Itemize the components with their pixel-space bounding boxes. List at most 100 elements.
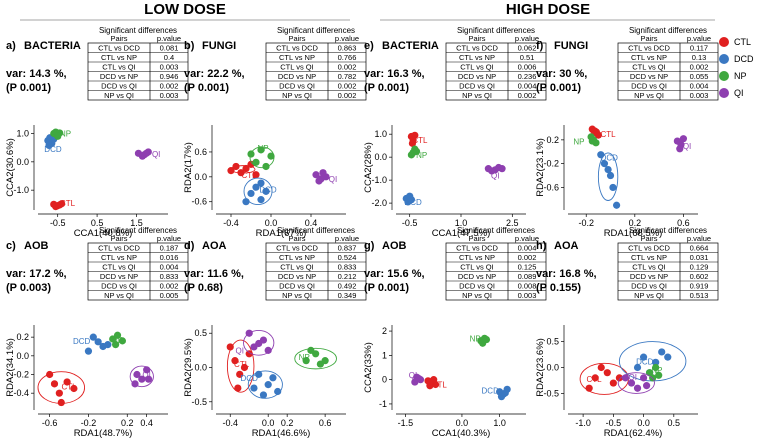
panel-letter: a) xyxy=(6,40,16,52)
table-cell-pair: NP vs QI xyxy=(462,91,492,100)
point-np xyxy=(54,132,62,140)
table-cell-pvalue: 0.002 xyxy=(690,62,709,71)
point-ctl xyxy=(55,389,63,397)
table-col-pairs: Pairs xyxy=(640,34,657,43)
table-cell-pair: NP vs QI xyxy=(282,91,312,100)
point-dcd xyxy=(606,171,615,180)
table-cell-pair: DCD vs NP xyxy=(630,72,668,81)
table-cell-pair: CTL vs DCD xyxy=(456,243,498,252)
point-ctl xyxy=(591,374,599,382)
ellipse-qi xyxy=(617,372,655,394)
y-tick-label: 1 xyxy=(382,350,387,360)
table-cell-pvalue: 0.004 xyxy=(690,81,709,90)
table-cell-pair: CTL vs QI xyxy=(280,262,313,271)
point-dcd xyxy=(89,333,97,341)
y-tick-label: -2.0 xyxy=(371,198,387,208)
table-cell-pair: CTL vs QI xyxy=(632,262,665,271)
y-tick-label: 0.0 xyxy=(546,363,559,373)
table-cell-pvalue: 0.002 xyxy=(338,62,357,71)
table-col-pairs: Pairs xyxy=(640,234,657,243)
table-cell-pvalue: 0.782 xyxy=(338,72,357,81)
y-tick-label: 0.0 xyxy=(374,152,387,162)
table-cell-pair: CTL vs NP xyxy=(631,53,667,62)
table-cell-pvalue: 0.081 xyxy=(160,43,179,52)
table-title: Significant differences xyxy=(457,226,535,235)
point-np xyxy=(412,147,421,156)
group-label-dcd: DCD xyxy=(601,154,619,163)
table-title: Significant differences xyxy=(629,226,707,235)
point-qi xyxy=(142,149,150,157)
point-dcd xyxy=(501,389,509,397)
x-tick-label: -0.4 xyxy=(223,218,239,228)
point-ctl xyxy=(426,382,434,390)
stat-variance: var: 16.3 %, xyxy=(364,68,425,80)
x-tick-label: -1.0 xyxy=(575,418,591,428)
y-tick-label: -0.5 xyxy=(543,388,559,398)
legend-marker-qi xyxy=(719,88,729,98)
table-cell-pair: CTL vs NP xyxy=(279,253,315,262)
table-cell-pvalue: 0.236 xyxy=(518,72,537,81)
panel-letter: f) xyxy=(536,40,544,52)
y-axis-label: CCA2(28%) xyxy=(363,142,374,193)
x-tick-label: 1.5 xyxy=(130,218,143,228)
x-axis-label: CCA1(40.8%) xyxy=(74,228,133,239)
panel-e: e) BACTERIA var: 16.3 %, (P 0.001) Significa… xyxy=(358,25,548,240)
point-dcd xyxy=(247,189,255,198)
y-tick-label: -1 xyxy=(379,399,387,409)
table-cell-pvalue: 0.004 xyxy=(518,243,537,252)
point-qi xyxy=(679,135,688,143)
y-tick-label: 0 xyxy=(382,375,387,385)
panel-c: c) AOB var: 17.2 %, (P 0.003) Significant di… xyxy=(0,225,190,440)
point-dcd xyxy=(269,374,277,382)
table-cell-pvalue: 0.602 xyxy=(690,272,709,281)
point-ctl xyxy=(236,370,244,378)
point-qi xyxy=(315,177,323,185)
point-dcd xyxy=(600,160,609,168)
y-tick-label: 2 xyxy=(382,326,387,336)
x-tick-label: 0.0 xyxy=(637,418,650,428)
x-tick-label: 1.0 xyxy=(493,418,506,428)
group-label-dcd: DCD xyxy=(636,357,654,366)
table-cell-pvalue: 0.863 xyxy=(338,43,357,52)
group-label-dcd: DCD xyxy=(259,185,277,194)
ellipse-dcd xyxy=(597,152,619,201)
x-tick-label: 1.0 xyxy=(455,218,468,228)
y-tick-label: -0.2 xyxy=(13,370,29,380)
y-axis-label: CCA2(33%) xyxy=(363,342,374,393)
table-cell-pair: CTL vs DCD xyxy=(628,43,670,52)
y-tick-label: 0.6 xyxy=(194,147,207,157)
x-axis-label: CCA1(40.3%) xyxy=(432,428,491,439)
table-col-pvalue: p.value xyxy=(515,34,539,43)
table-title: Significant differences xyxy=(629,26,707,35)
x-tick-label: 0.5 xyxy=(668,418,681,428)
point-np xyxy=(652,363,660,372)
point-dcd xyxy=(658,348,666,356)
table-title: Significant differences xyxy=(277,26,355,35)
point-qi xyxy=(138,375,146,383)
point-qi xyxy=(133,370,141,379)
point-qi xyxy=(676,145,684,153)
group-label-ctl: CTL xyxy=(432,381,448,390)
table-cell-pair: NP vs QI xyxy=(634,291,664,300)
point-dcd xyxy=(633,363,642,372)
point-ctl xyxy=(430,376,438,384)
table-cell-pair: CTL vs NP xyxy=(459,253,495,262)
table-cell-pvalue: 0.003 xyxy=(160,62,179,71)
table-cell-pvalue: 0.13 xyxy=(692,53,707,62)
point-ctl xyxy=(585,384,593,392)
group-label-qi: QI xyxy=(628,373,636,382)
point-qi xyxy=(264,346,272,354)
point-np xyxy=(118,337,127,345)
ellipse-dcd xyxy=(247,370,283,399)
point-ctl xyxy=(411,131,419,139)
y-tick-label: -0.6 xyxy=(191,197,207,207)
table-cell-pvalue: 0.002 xyxy=(518,91,537,100)
panel-letter: c) xyxy=(6,240,16,252)
panel-letter: h) xyxy=(536,240,547,252)
point-dcd xyxy=(264,381,272,389)
point-np xyxy=(257,146,265,154)
point-qi xyxy=(633,384,642,392)
point-np xyxy=(307,346,315,354)
point-dcd xyxy=(609,183,617,192)
table-cell-pair: CTL vs NP xyxy=(101,253,137,262)
